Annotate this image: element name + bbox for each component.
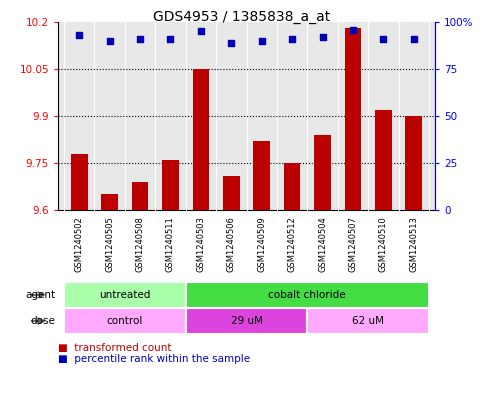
Text: GSM1240504: GSM1240504 [318,216,327,272]
Text: 29 uM: 29 uM [230,316,262,326]
Text: cobalt chloride: cobalt chloride [269,290,346,300]
Text: GSM1240507: GSM1240507 [348,216,357,272]
Bar [284,163,300,210]
Point [197,28,205,35]
Bar [71,154,87,210]
Bar [162,160,179,210]
Point [136,36,144,42]
Text: GSM1240509: GSM1240509 [257,216,266,272]
Bar [223,176,240,210]
Bar [185,282,429,308]
Text: ■  percentile rank within the sample: ■ percentile rank within the sample [58,354,250,364]
Point [380,36,387,42]
Point [167,36,174,42]
Bar [314,135,331,210]
Point [319,34,327,40]
Bar [254,141,270,210]
Point [75,32,83,38]
Text: GSM1240502: GSM1240502 [75,216,84,272]
Point [288,36,296,42]
Text: GSM1240505: GSM1240505 [105,216,114,272]
Bar [375,110,392,210]
Bar [193,69,209,210]
Text: GSM1240512: GSM1240512 [287,216,297,272]
Bar [132,182,148,210]
Text: GSM1240511: GSM1240511 [166,216,175,272]
Bar [64,282,185,308]
Text: control: control [107,316,143,326]
Text: GDS4953 / 1385838_a_at: GDS4953 / 1385838_a_at [153,10,330,24]
Point [410,36,418,42]
Bar [64,308,185,334]
Bar [307,308,429,334]
Point [258,38,266,44]
Text: untreated: untreated [99,290,151,300]
Text: GSM1240506: GSM1240506 [227,216,236,272]
Bar [101,194,118,210]
Bar [185,308,307,334]
Text: GSM1240513: GSM1240513 [409,216,418,272]
Point [227,40,235,46]
Text: ■  transformed count: ■ transformed count [58,343,171,353]
Point [106,38,114,44]
Bar [344,28,361,210]
Text: GSM1240503: GSM1240503 [197,216,205,272]
Text: GSM1240510: GSM1240510 [379,216,388,272]
Bar [405,116,422,210]
Text: GSM1240508: GSM1240508 [136,216,144,272]
Text: dose: dose [31,316,56,326]
Text: 62 uM: 62 uM [352,316,384,326]
Text: agent: agent [26,290,56,300]
Point [349,26,357,33]
